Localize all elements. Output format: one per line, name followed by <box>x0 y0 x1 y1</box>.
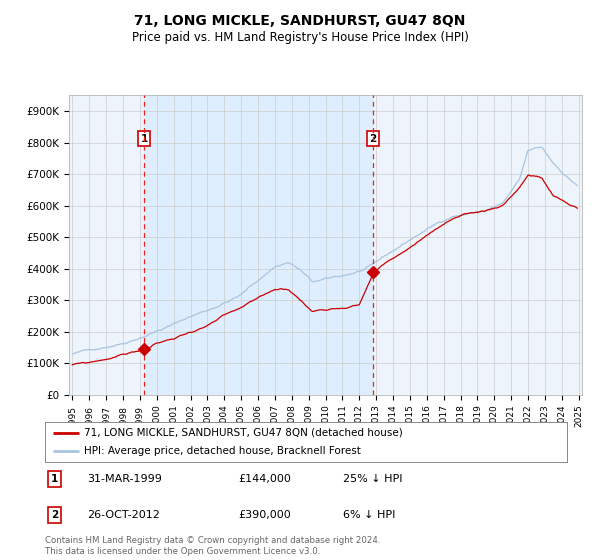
Text: 1: 1 <box>51 474 58 484</box>
Text: £144,000: £144,000 <box>238 474 291 484</box>
Text: 71, LONG MICKLE, SANDHURST, GU47 8QN (detached house): 71, LONG MICKLE, SANDHURST, GU47 8QN (de… <box>84 428 403 437</box>
Bar <box>144 95 373 395</box>
Text: 2: 2 <box>51 510 58 520</box>
Text: HPI: Average price, detached house, Bracknell Forest: HPI: Average price, detached house, Brac… <box>84 446 361 456</box>
Text: £390,000: £390,000 <box>238 510 291 520</box>
Text: 26-OCT-2012: 26-OCT-2012 <box>87 510 160 520</box>
Text: 25% ↓ HPI: 25% ↓ HPI <box>343 474 402 484</box>
Text: Contains HM Land Registry data © Crown copyright and database right 2024.
This d: Contains HM Land Registry data © Crown c… <box>45 536 380 556</box>
Text: 1: 1 <box>140 134 148 144</box>
Text: 6% ↓ HPI: 6% ↓ HPI <box>343 510 395 520</box>
Text: 31-MAR-1999: 31-MAR-1999 <box>87 474 161 484</box>
Text: Price paid vs. HM Land Registry's House Price Index (HPI): Price paid vs. HM Land Registry's House … <box>131 31 469 44</box>
Text: 71, LONG MICKLE, SANDHURST, GU47 8QN: 71, LONG MICKLE, SANDHURST, GU47 8QN <box>134 14 466 28</box>
Text: 2: 2 <box>370 134 377 144</box>
